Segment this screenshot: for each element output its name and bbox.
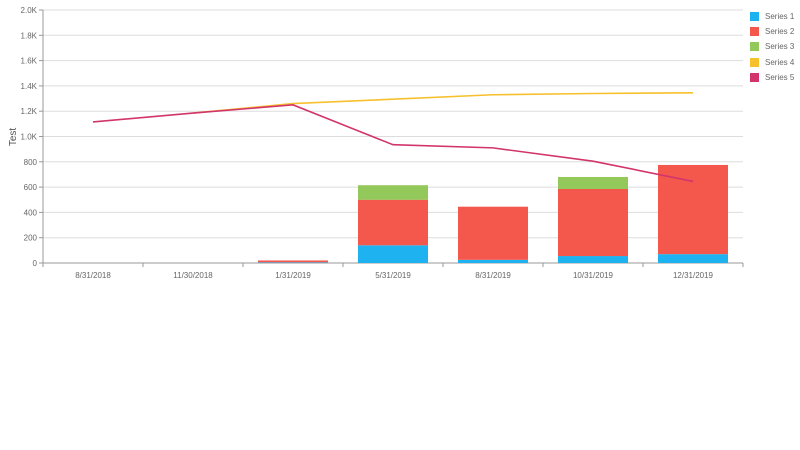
y-tick-label: 1.4K (21, 82, 38, 91)
bar-segment[interactable] (558, 188, 628, 257)
y-tick-label: 800 (24, 158, 38, 167)
bar-segment[interactable] (358, 185, 428, 200)
line-series-path[interactable] (92, 104, 694, 183)
legend: Series 1 Series 2 Series 3 Series 4 Seri… (750, 9, 794, 85)
bar-segment[interactable] (258, 262, 328, 263)
y-tick-label: 400 (24, 208, 38, 217)
series-2-swatch-icon (750, 27, 759, 37)
line-series (92, 92, 694, 183)
x-tick-label: 8/31/2018 (75, 271, 111, 280)
legend-item-series-2[interactable]: Series 2 (750, 24, 794, 39)
legend-item-series-5[interactable]: Series 5 (750, 70, 794, 85)
bar-series (258, 164, 728, 263)
y-tick-label: 600 (24, 183, 38, 192)
series-3-swatch-icon (750, 42, 759, 52)
bar-segment[interactable] (558, 256, 628, 263)
gridlines (43, 9, 743, 239)
bar-segment[interactable] (458, 206, 528, 260)
y-axis: 0 200 400 600 800 1.0K 1.2K 1.4K 1.6K 1.8K 2.0K (21, 6, 44, 268)
bar-segment[interactable] (358, 199, 428, 246)
x-axis: 8/31/2018 11/30/2018 1/31/2019 5/31/2019 8/3… (42, 262, 744, 280)
series-5-swatch-icon (750, 72, 759, 82)
series-4-swatch-icon (750, 57, 759, 67)
bar-segment[interactable] (358, 245, 428, 263)
y-tick-label: 200 (24, 234, 38, 243)
series-1-swatch-icon (750, 12, 759, 22)
x-tick-label: 1/31/2019 (275, 271, 311, 280)
y-tick-label: 1.2K (21, 107, 38, 116)
legend-item-series-1[interactable]: Series 1 (750, 9, 794, 24)
y-tick-label: 1.8K (21, 31, 38, 40)
line-series-path[interactable] (192, 92, 694, 114)
x-tick-label: 5/31/2019 (375, 271, 411, 280)
bar-segment[interactable] (258, 260, 328, 263)
y-tick-label: 1.0K (21, 133, 38, 142)
x-tick-label: 10/31/2019 (573, 271, 614, 280)
x-tick-label: 8/31/2019 (475, 271, 511, 280)
legend-label: Series 3 (765, 42, 795, 52)
y-tick-label: 2.0K (21, 6, 38, 15)
y-tick-label: 1.6K (21, 57, 38, 66)
y-axis-title: Test (8, 128, 19, 147)
legend-label: Series 4 (765, 57, 795, 67)
bar-segment[interactable] (458, 259, 528, 263)
legend-label: Series 5 (765, 72, 795, 82)
legend-item-series-3[interactable]: Series 3 (750, 39, 794, 54)
x-tick-label: 11/30/2018 (173, 271, 213, 280)
bar-segment[interactable] (558, 176, 628, 189)
bar-segment[interactable] (658, 164, 728, 255)
bar-segment[interactable] (658, 254, 728, 263)
x-tick-label: 12/31/2019 (673, 271, 714, 280)
y-tick-label: 0 (33, 259, 38, 268)
legend-label: Series 2 (765, 27, 795, 37)
legend-label: Series 1 (765, 12, 795, 22)
legend-item-series-4[interactable]: Series 4 (750, 55, 794, 70)
